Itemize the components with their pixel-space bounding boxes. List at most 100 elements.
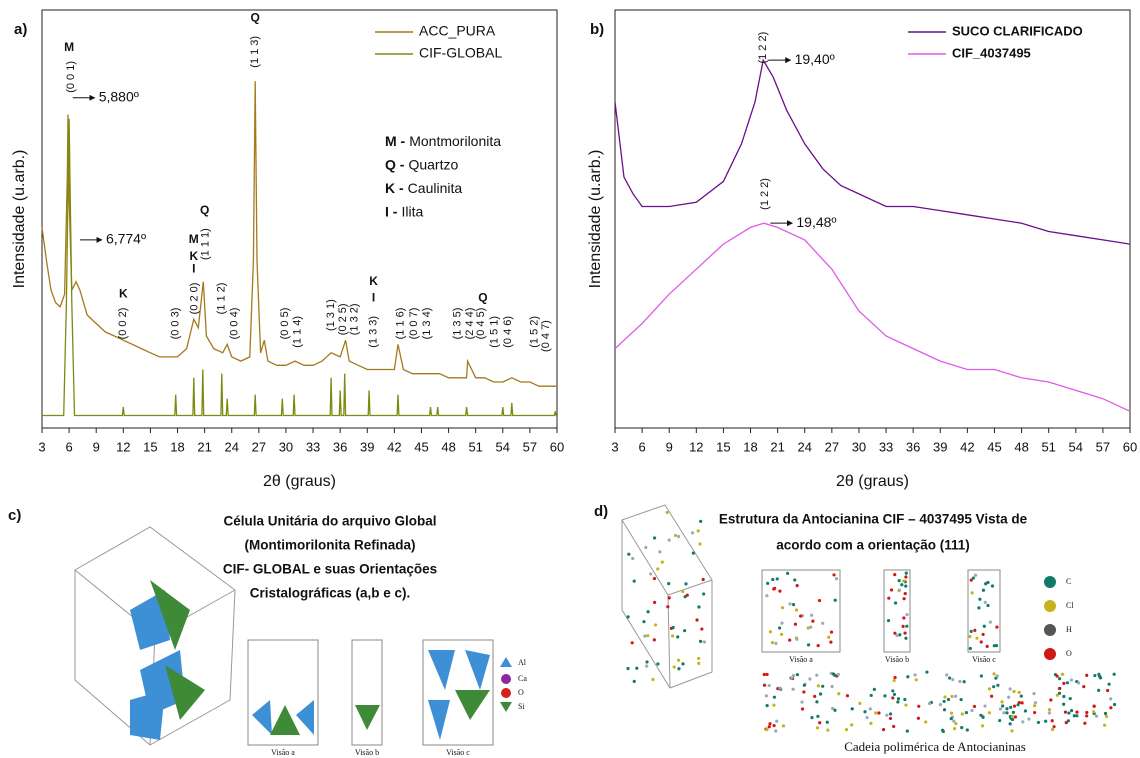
- atom: [661, 561, 664, 564]
- view-label: Visão c: [446, 748, 470, 757]
- atom: [904, 585, 907, 588]
- atom: [793, 578, 796, 581]
- atom: [768, 684, 771, 687]
- x-axis-title: 2θ (graus): [836, 473, 909, 490]
- views-d: [760, 570, 1118, 734]
- atom: [668, 539, 671, 542]
- atom: [943, 700, 946, 703]
- x-tick-label: 12: [116, 439, 130, 454]
- atom: [858, 702, 861, 705]
- atom: [975, 637, 978, 640]
- atom: [681, 662, 684, 665]
- atom: [653, 601, 656, 604]
- x-tick-label: 3: [611, 439, 618, 454]
- atom: [863, 710, 866, 713]
- atom: [953, 727, 956, 730]
- atom: [677, 535, 680, 538]
- view-label: Visão a: [271, 748, 295, 757]
- atom: [905, 625, 908, 628]
- atom: [1093, 705, 1096, 708]
- atom: [775, 720, 778, 723]
- view-label: Visão a: [789, 655, 813, 664]
- atom: [832, 573, 835, 576]
- atom: [819, 692, 822, 695]
- annotation: (0 0 7): [408, 308, 420, 340]
- x-tick-label: 57: [1096, 439, 1110, 454]
- atom: [649, 572, 652, 575]
- x-tick-label: 36: [906, 439, 920, 454]
- atom: [947, 698, 950, 701]
- atom: [781, 606, 784, 609]
- annotation: (0 4 6): [502, 316, 514, 348]
- atom: [986, 645, 989, 648]
- atom: [658, 550, 661, 553]
- atom: [979, 714, 982, 717]
- atom: [1099, 676, 1102, 679]
- atom: [913, 673, 916, 676]
- atom: [1051, 728, 1054, 731]
- atom: [635, 667, 638, 670]
- atom: [887, 597, 890, 600]
- annotation: M: [64, 40, 74, 54]
- atom: [958, 680, 961, 683]
- phase-key: I -Ilita: [385, 203, 423, 219]
- legend-label: SUCO CLARIFICADO: [952, 23, 1083, 38]
- atom: [1033, 704, 1036, 707]
- annotation: (1 3 2): [349, 303, 361, 335]
- atom: [915, 678, 918, 681]
- atom: [666, 605, 669, 608]
- atom: [826, 729, 829, 732]
- annotation: (1 5 2): [528, 316, 540, 348]
- x-tick-label: 27: [825, 439, 839, 454]
- atom: [952, 720, 955, 723]
- atom: [778, 626, 781, 629]
- annotation: (1 1 3): [249, 36, 261, 68]
- legend-label: CIF-GLOBAL: [419, 45, 502, 61]
- legend-label: Cl: [1066, 601, 1074, 610]
- x-tick-label: 36: [333, 439, 347, 454]
- annotation: (1 3 3): [367, 316, 379, 348]
- atom: [1009, 722, 1012, 725]
- x-tick-label: 33: [879, 439, 893, 454]
- atom: [817, 684, 820, 687]
- atom: [1058, 687, 1061, 690]
- series-line: [615, 223, 1130, 411]
- atom: [674, 534, 677, 537]
- atom: [954, 722, 957, 725]
- atom: [796, 673, 799, 676]
- legend-symbol: [501, 674, 511, 684]
- atom: [996, 674, 999, 677]
- atom: [883, 694, 886, 697]
- atom: [702, 592, 705, 595]
- caption: Cadeia polimérica de Antocianinas: [844, 739, 1026, 754]
- atom: [816, 726, 819, 729]
- atom: [1058, 692, 1061, 695]
- atom: [988, 711, 991, 714]
- panel-label: b): [590, 21, 604, 38]
- atom: [817, 644, 820, 647]
- atom: [697, 657, 700, 660]
- atom: [646, 634, 649, 637]
- atom: [877, 711, 880, 714]
- atom: [906, 675, 909, 678]
- atom: [905, 572, 908, 575]
- atom: [893, 676, 896, 679]
- atom: [902, 616, 905, 619]
- atom: [778, 590, 781, 593]
- x-tick-label: 42: [960, 439, 974, 454]
- x-tick-label: 6: [65, 439, 72, 454]
- atom: [815, 700, 818, 703]
- annotation: (1 1 2): [216, 283, 228, 315]
- phase-key-name: Ilita: [401, 203, 423, 219]
- atom: [982, 633, 985, 636]
- atom: [821, 622, 824, 625]
- atom: [671, 634, 674, 637]
- page: DRX figure {"chart_data": [ {"type": "li…: [0, 0, 1140, 758]
- atom: [809, 625, 812, 628]
- x-tick-label: 33: [306, 439, 320, 454]
- annotation: I: [192, 261, 195, 275]
- atom: [893, 693, 896, 696]
- atom: [677, 667, 680, 670]
- atom: [653, 577, 656, 580]
- atom: [763, 684, 766, 687]
